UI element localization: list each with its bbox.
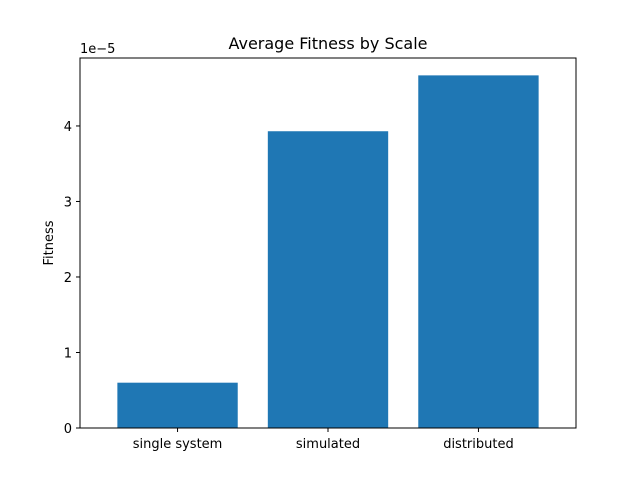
chart-title: Average Fitness by Scale (228, 34, 427, 53)
bars-group (117, 75, 539, 429)
bar-simulated (267, 131, 389, 429)
x-tick-label: distributed (443, 437, 514, 452)
x-axis: single system simulated distributed (133, 428, 514, 452)
y-axis: 0 1 2 3 4 (64, 120, 80, 437)
y-tick-label: 3 (64, 195, 72, 210)
x-tick-label: single system (133, 437, 223, 452)
y-tick-label: 1 (64, 346, 72, 361)
x-tick-label: simulated (296, 437, 360, 452)
y-tick-label: 4 (64, 120, 72, 135)
bar-single-system (117, 382, 238, 428)
bar-distributed (418, 75, 539, 429)
y-tick-label: 2 (64, 271, 72, 286)
y-axis-label: Fitness (42, 220, 57, 265)
y-axis-scale-offset: 1e−5 (80, 42, 115, 57)
y-tick-label: 0 (64, 422, 72, 437)
